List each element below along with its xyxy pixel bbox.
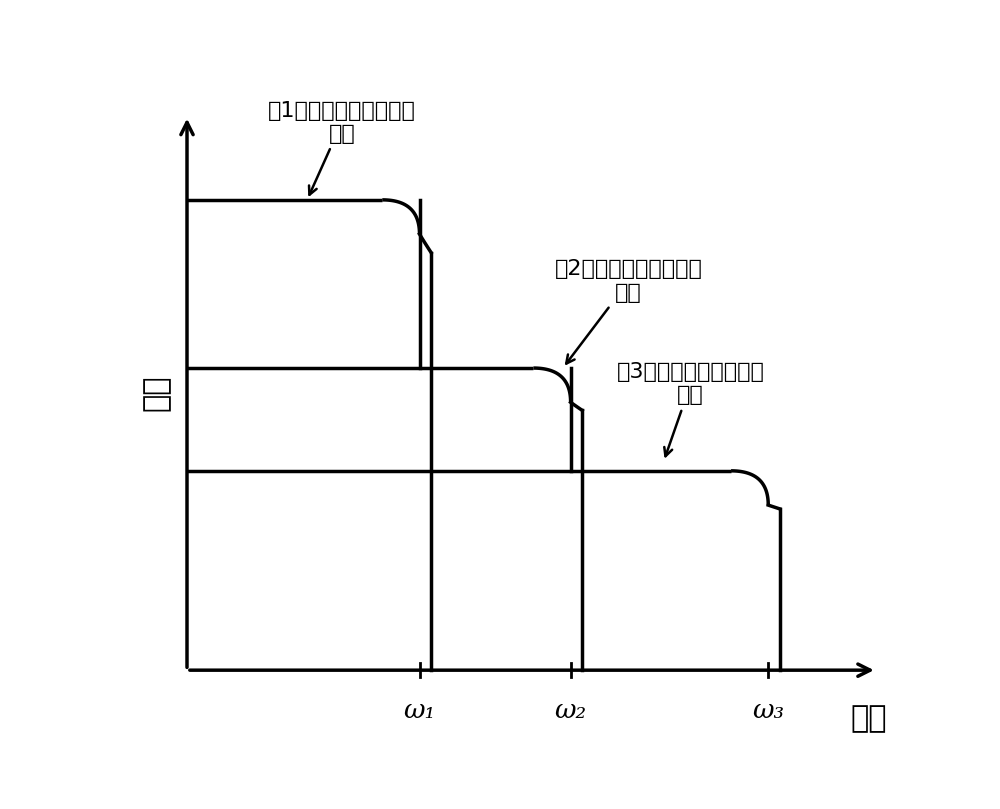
Text: 第3个磁化状态下的运行
范围: 第3个磁化状态下的运行 范围: [617, 362, 765, 456]
Text: 转矩: 转矩: [142, 375, 170, 411]
Text: ω₁: ω₁: [403, 698, 436, 723]
Text: ω₂: ω₂: [555, 698, 587, 723]
Text: 第2个磁化状态下的运行
范围: 第2个磁化状态下的运行 范围: [555, 260, 703, 363]
Text: ω₃: ω₃: [752, 698, 784, 723]
Text: 第1个磁化状态下的运行
范围: 第1个磁化状态下的运行 范围: [268, 100, 416, 195]
Text: 转速: 转速: [851, 705, 887, 734]
